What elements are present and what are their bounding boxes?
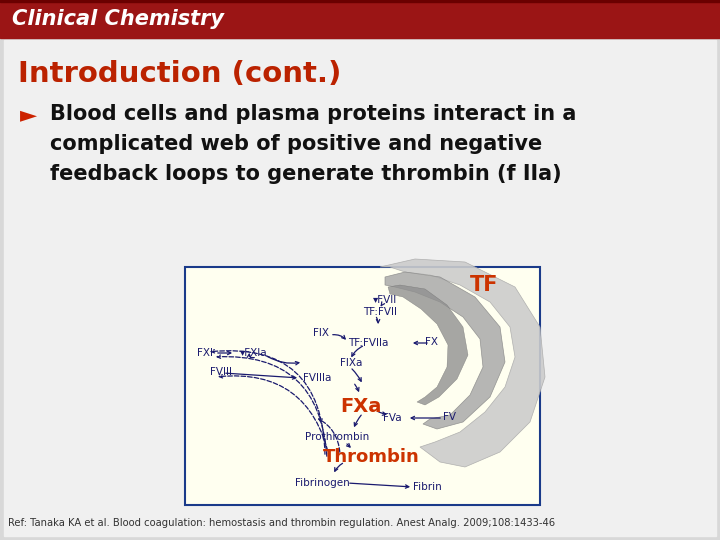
Text: ▾FXIa: ▾FXIa (240, 348, 268, 358)
FancyArrowPatch shape (352, 346, 362, 356)
FancyArrowPatch shape (381, 302, 384, 306)
FancyArrowPatch shape (350, 483, 409, 488)
FancyArrowPatch shape (377, 318, 379, 323)
Text: Prothrombin: Prothrombin (305, 432, 369, 442)
FancyArrowPatch shape (319, 419, 340, 452)
Bar (0, 0, 720, 38)
Polygon shape (388, 285, 468, 405)
Text: Thrombin: Thrombin (323, 448, 420, 466)
Text: complicated web of positive and negative: complicated web of positive and negative (50, 134, 542, 154)
FancyArrowPatch shape (377, 411, 386, 415)
Text: FXI: FXI (197, 348, 213, 358)
Text: feedback loops to generate thrombin (f IIa): feedback loops to generate thrombin (f I… (50, 164, 562, 184)
FancyArrowPatch shape (217, 352, 231, 355)
FancyArrowPatch shape (335, 463, 343, 471)
FancyArrowPatch shape (354, 415, 361, 426)
Bar (185, 267, 540, 505)
Text: Fibrinogen: Fibrinogen (295, 478, 350, 488)
FancyArrowPatch shape (411, 416, 440, 420)
FancyArrowPatch shape (217, 355, 327, 456)
Text: FV: FV (443, 412, 456, 422)
Bar (0, 0, 720, 2)
Text: Blood cells and plasma proteins interact in a: Blood cells and plasma proteins interact… (50, 104, 577, 124)
Polygon shape (385, 272, 505, 429)
Text: Clinical Chemistry: Clinical Chemistry (12, 9, 224, 29)
Text: FIX: FIX (313, 328, 329, 338)
Text: Introduction (cont.): Introduction (cont.) (18, 60, 341, 88)
FancyArrowPatch shape (247, 354, 254, 357)
Text: FX: FX (425, 337, 438, 347)
Text: ►: ► (20, 105, 37, 125)
FancyArrowPatch shape (352, 369, 361, 381)
FancyArrowPatch shape (219, 375, 329, 457)
Text: TF: TF (470, 275, 498, 295)
Text: FVa: FVa (383, 413, 402, 423)
Text: Ref: Tanaka KA et al. Blood coagulation: hemostasis and thrombin regulation. Ane: Ref: Tanaka KA et al. Blood coagulation:… (8, 518, 555, 528)
FancyArrowPatch shape (346, 443, 350, 447)
Text: Fibrin: Fibrin (413, 482, 442, 492)
Text: FIXa: FIXa (340, 358, 362, 368)
FancyArrowPatch shape (355, 384, 359, 391)
FancyArrowPatch shape (333, 335, 345, 339)
FancyArrowPatch shape (211, 349, 325, 454)
Text: FVIII: FVIII (210, 367, 232, 377)
Text: TF:FVII: TF:FVII (363, 307, 397, 317)
Text: TF:FVIIa: TF:FVIIa (348, 338, 388, 348)
FancyArrowPatch shape (226, 373, 296, 379)
Text: FXa: FXa (340, 397, 382, 416)
Polygon shape (380, 259, 545, 467)
FancyArrowPatch shape (414, 341, 427, 345)
FancyArrowPatch shape (267, 356, 299, 365)
Text: FVIIIa: FVIIIa (303, 373, 331, 383)
Text: ▾FVII: ▾FVII (373, 295, 397, 305)
